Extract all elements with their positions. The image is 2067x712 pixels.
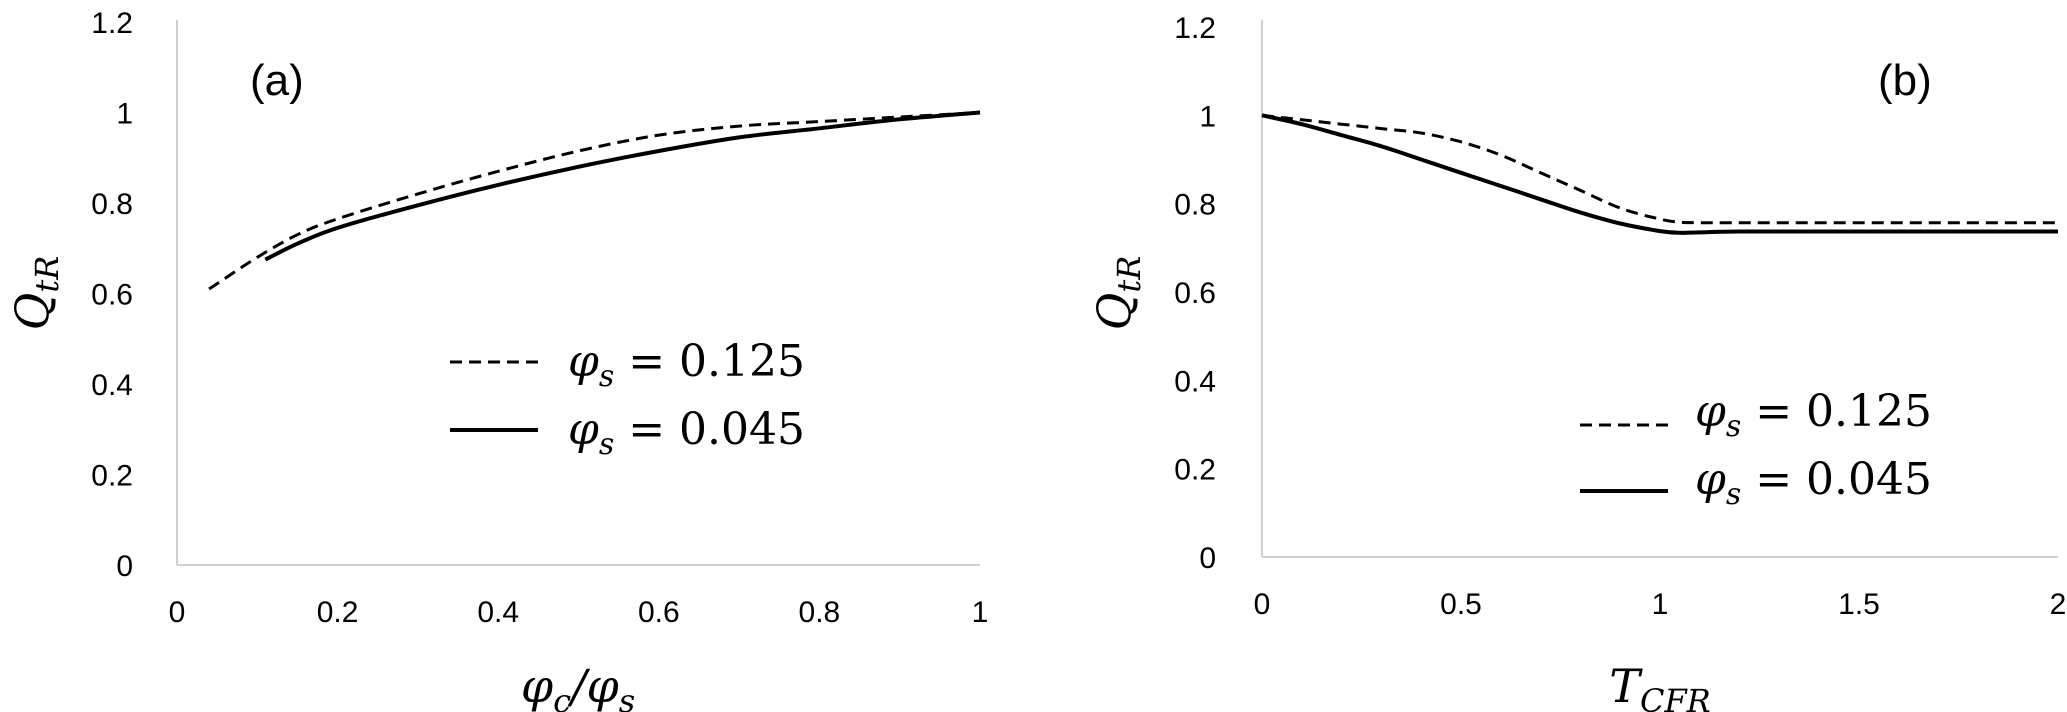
panel-a-x-tick-0: 0: [169, 596, 186, 629]
panel-a-x-tick-1: 0.2: [317, 596, 359, 629]
panel-a-y-tick-1: 0.2: [91, 460, 133, 493]
panel-a-y-tick-2: 0.4: [91, 369, 133, 402]
panel-b-y-tick-5: 1: [1199, 100, 1216, 133]
panel-a-x-tick-labels: 0 0.2 0.4 0.6 0.8 1: [169, 596, 989, 629]
panel-a-label: (a): [250, 56, 304, 105]
panel-b-x-tick-labels: 0 0.5 1 1.5 2: [1254, 588, 2067, 621]
panel-b-x-tick-4: 2: [2050, 588, 2067, 621]
panel-b-x-tick-0: 0: [1254, 588, 1271, 621]
panel-b-legend: φs = 0.125 φs = 0.045: [1580, 386, 1932, 512]
panel-b-legend-entry-1: φs = 0.125: [1695, 386, 1932, 444]
panel-b-series: [1261, 113, 2058, 235]
panel-a-x-tick-5: 1: [972, 596, 989, 629]
panel-a-x-tick-2: 0.4: [477, 596, 519, 629]
panel-b-y-tick-0: 0: [1199, 542, 1216, 575]
panel-b-x-axis-title: TCFR: [1609, 659, 1710, 712]
panel-a-legend: φs = 0.125 φs = 0.045: [450, 336, 805, 462]
panel-a-series: [208, 110, 981, 291]
panel-a-series-dashed-line: [208, 111, 981, 291]
panel-b: 0 0.2 0.4 0.6 0.8 1 1.2 0 0.5 1 1.5 2 (b) QtR TCFR…: [1087, 12, 2066, 712]
panel-b-x-tick-3: 1.5: [1838, 588, 1880, 621]
panel-b-series-dashed-line: [1261, 113, 2058, 225]
panel-a-y-axis-title: QtR: [5, 256, 66, 331]
panel-a-legend-entry-2: φs = 0.045: [568, 404, 805, 462]
panel-a-y-tick-0: 0: [116, 550, 133, 583]
panel-b-y-tick-2: 0.4: [1174, 365, 1216, 398]
panel-a-y-tick-6: 1.2: [91, 7, 133, 40]
panel-a-y-tick-4: 0.8: [91, 188, 133, 221]
panel-a: 0 0.2 0.4 0.6 0.8 1 1.2 0 0.2 0.4 0.6 0.8 1 (a) QtR…: [5, 7, 988, 712]
panel-a-x-tick-3: 0.6: [638, 596, 680, 629]
panel-a-legend-entry-1: φs = 0.125: [568, 336, 805, 394]
panel-b-x-tick-1: 0.5: [1440, 588, 1482, 621]
panel-b-y-tick-labels: 0 0.2 0.4 0.6 0.8 1 1.2: [1174, 12, 1216, 575]
svg-text:QtR: QtR: [5, 256, 66, 331]
panel-b-label: (b): [1878, 56, 1932, 105]
panel-a-series-solid-line: [264, 110, 981, 262]
panel-b-y-tick-1: 0.2: [1174, 454, 1216, 487]
panel-b-y-tick-3: 0.6: [1174, 277, 1216, 310]
panel-b-y-tick-4: 0.8: [1174, 189, 1216, 222]
panel-a-y-tick-3: 0.6: [91, 279, 133, 312]
panel-b-y-axis-title: QtR: [1087, 256, 1148, 331]
panel-b-x-tick-2: 1: [1652, 588, 1669, 621]
svg-text:QtR: QtR: [1087, 256, 1148, 331]
panel-b-series-solid-line: [1261, 113, 2058, 235]
panel-a-x-tick-4: 0.8: [799, 596, 841, 629]
panel-a-x-axis-title: φc/φs: [521, 659, 635, 712]
panel-a-y-tick-5: 1: [116, 98, 133, 131]
panel-b-y-tick-6: 1.2: [1174, 12, 1216, 45]
panel-b-legend-entry-2: φs = 0.045: [1695, 454, 1932, 512]
panel-a-ylabel-main: Q: [5, 293, 59, 331]
panel-a-y-tick-labels: 0 0.2 0.4 0.6 0.8 1 1.2: [91, 7, 133, 583]
